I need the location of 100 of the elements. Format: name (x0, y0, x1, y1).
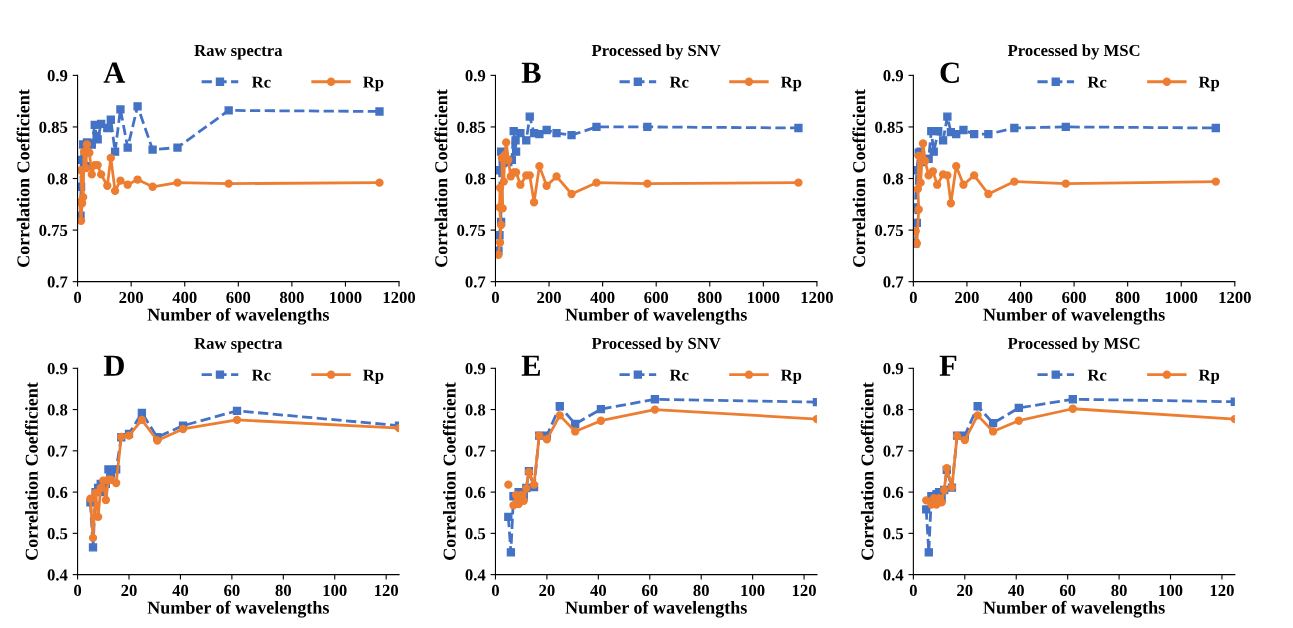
y-tick-label: 0.4 (883, 569, 904, 581)
x-tick-label: 600 (644, 291, 669, 304)
y-tick-label: 0.9 (47, 70, 68, 82)
y-tick-label: 0.7 (465, 445, 486, 457)
y-tick-label: 0.9 (883, 70, 904, 82)
legend-label: Rc (1087, 369, 1107, 381)
x-tick-label: 200 (955, 291, 979, 304)
y-axis-title: Correlation Coefficient (860, 382, 874, 560)
chart-title: Raw spectra (194, 45, 283, 60)
y-tick-label: 0.9 (47, 363, 68, 375)
y-axis-title: Correlation Coefficient (16, 89, 30, 267)
x-tick-label: 400 (172, 291, 197, 304)
x-tick-label: 80 (275, 584, 292, 597)
annotation: F (939, 355, 957, 376)
x-tick-label: 1200 (801, 291, 833, 304)
legend-label: Rc (669, 76, 689, 88)
x-tick-label: 60 (224, 584, 240, 597)
y-tick-label: 0.7 (883, 445, 904, 457)
x-tick-label: 0 (491, 291, 499, 304)
x-tick-label: 0 (491, 584, 499, 597)
x-tick-label: 40 (172, 584, 189, 597)
x-tick-label: 60 (1059, 584, 1076, 597)
y-tick-label: 0.75 (457, 224, 486, 237)
annotation: B (521, 62, 541, 83)
chart-title: Processed by SNV (591, 44, 721, 60)
y-tick-label: 0.7 (47, 445, 68, 457)
y-tick-label: 0.8 (47, 404, 68, 416)
y-tick-label: 0.5 (465, 528, 486, 540)
x-axis-title: Number of wavelengths (983, 600, 1165, 618)
legend-label: Rc (251, 369, 271, 381)
y-tick-label: 0.8 (47, 173, 68, 185)
x-tick-label: 1000 (1165, 291, 1198, 304)
x-tick-label: 20 (121, 584, 137, 597)
x-tick-label: 600 (1062, 291, 1086, 304)
y-tick-label: 0.7 (465, 276, 486, 288)
y-tick-label: 0.85 (875, 121, 904, 133)
legend-label: Rc (669, 369, 689, 381)
x-tick-label: 1000 (748, 291, 780, 304)
x-tick-label: 100 (1159, 584, 1183, 597)
y-tick-label: 0.8 (883, 404, 904, 416)
y-tick-label: 0.85 (39, 121, 68, 133)
x-tick-label: 1200 (383, 291, 416, 304)
x-tick-label: 80 (1111, 584, 1127, 597)
y-tick-label: 0.6 (47, 486, 68, 499)
y-tick-label: 0.7 (883, 276, 904, 288)
x-tick-label: 60 (642, 584, 658, 597)
x-tick-label: 600 (226, 291, 251, 304)
x-tick-label: 100 (741, 584, 765, 597)
y-tick-label: 0.75 (875, 224, 904, 237)
chart-title: Processed by MSC (1007, 44, 1140, 60)
legend-label: Rp (1198, 369, 1220, 385)
x-tick-label: 200 (537, 291, 561, 304)
x-axis-title: Number of wavelengths (565, 600, 747, 618)
y-tick-label: 0.8 (465, 404, 486, 416)
y-axis-title: Correlation Coefficient (852, 89, 866, 267)
x-tick-label: 80 (693, 584, 709, 597)
x-tick-label: 200 (119, 291, 144, 304)
x-tick-label: 100 (323, 584, 347, 597)
y-axis-title: Correlation Coefficient (24, 382, 38, 560)
legend-label: Rp (363, 369, 384, 385)
x-tick-label: 120 (1210, 584, 1234, 597)
annotation: E (521, 355, 540, 376)
y-tick-label: 0.9 (465, 363, 486, 375)
y-tick-label: 0.5 (47, 528, 68, 540)
chart-title: Processed by SNV (591, 337, 721, 353)
x-tick-label: 800 (279, 291, 304, 304)
legend-label: Rc (1087, 76, 1107, 88)
legend-label: Rc (251, 76, 271, 88)
x-tick-label: 1000 (330, 291, 362, 304)
x-tick-label: 40 (1008, 584, 1024, 597)
y-axis-title: Correlation Coefficient (442, 382, 456, 560)
y-tick-label: 0.8 (883, 173, 904, 185)
annotation: A (103, 62, 126, 83)
y-tick-label: 0.6 (465, 486, 486, 499)
x-tick-label: 0 (74, 291, 82, 304)
chart-title: Processed by MSC (1007, 337, 1140, 353)
annotation: D (103, 355, 124, 376)
x-tick-label: 400 (1008, 291, 1033, 304)
x-axis-title: Number of wavelengths (983, 307, 1165, 325)
y-tick-label: 0.6 (883, 486, 904, 499)
x-tick-label: 20 (957, 584, 973, 597)
legend-label: Rp (780, 369, 802, 385)
y-tick-label: 0.4 (465, 569, 486, 581)
x-tick-label: 800 (697, 291, 722, 304)
y-tick-label: 0.75 (39, 224, 68, 237)
y-tick-label: 0.8 (465, 173, 486, 185)
x-tick-label: 120 (375, 584, 399, 597)
x-tick-label: 0 (909, 291, 917, 304)
x-tick-label: 120 (792, 584, 816, 597)
legend-label: Rp (1198, 76, 1220, 92)
y-axis-title: Correlation Coefficient (434, 89, 448, 267)
y-tick-label: 0.9 (883, 363, 904, 375)
y-tick-label: 0.9 (465, 70, 486, 82)
x-tick-label: 0 (909, 584, 917, 597)
chart-title: Raw spectra (194, 337, 283, 353)
y-tick-label: 0.4 (47, 569, 68, 581)
x-tick-label: 20 (539, 584, 555, 597)
y-tick-label: 0.5 (883, 528, 904, 540)
x-tick-label: 40 (590, 584, 607, 597)
legend-label: Rp (780, 76, 802, 92)
